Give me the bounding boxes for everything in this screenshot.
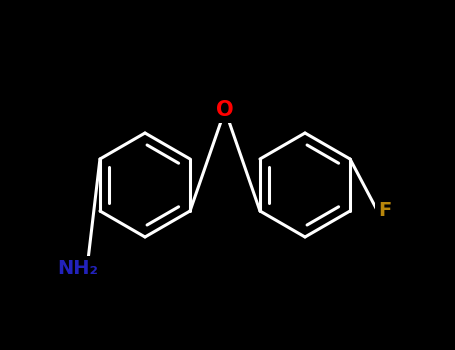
Text: NH₂: NH₂	[57, 259, 98, 278]
Text: O: O	[216, 100, 234, 120]
Text: F: F	[379, 201, 392, 219]
